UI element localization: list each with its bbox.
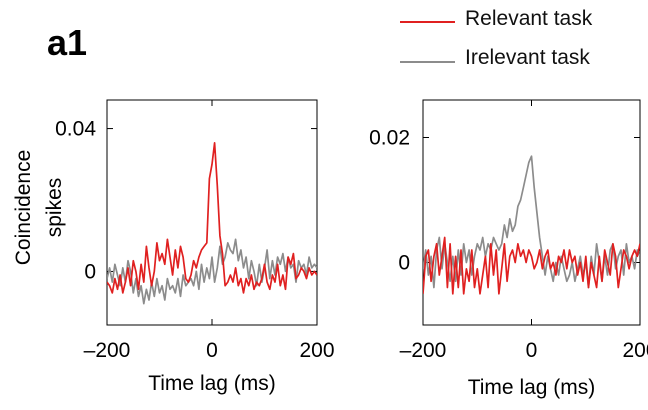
legend-line-irrelevant [400, 61, 455, 63]
x-tick-label: 200 [622, 339, 648, 362]
series-line-relevant-1 [107, 142, 317, 294]
series-line-relevant-2 [423, 236, 640, 295]
y-tick-label: 0.02 [369, 127, 410, 150]
panel-label: a1 [47, 22, 88, 63]
y-tick-label: 0.04 [55, 118, 96, 141]
x-axis-label: Time lag (ms) [148, 372, 276, 395]
x-tick-label: –200 [84, 339, 131, 362]
y-axis-label-line2: spikes [43, 178, 66, 238]
legend-label-relevant: Relevant task [465, 7, 593, 30]
series-line-irrelevant-1 [107, 238, 317, 305]
y-tick-label: 0 [398, 252, 410, 275]
x-axis-label: Time lag (ms) [468, 376, 596, 399]
plot-frame-2 [422, 99, 641, 326]
x-tick-label: 200 [299, 339, 334, 362]
x-tick-label: 0 [206, 339, 218, 362]
legend-label-irrelevant: Irelevant task [465, 46, 590, 69]
x-tick-label: –200 [400, 339, 447, 362]
legend-line-relevant [400, 21, 455, 23]
y-axis-label-line1: Coincidence [12, 150, 35, 266]
x-tick-label: 0 [526, 339, 538, 362]
y-tick-label: 0 [84, 260, 96, 283]
